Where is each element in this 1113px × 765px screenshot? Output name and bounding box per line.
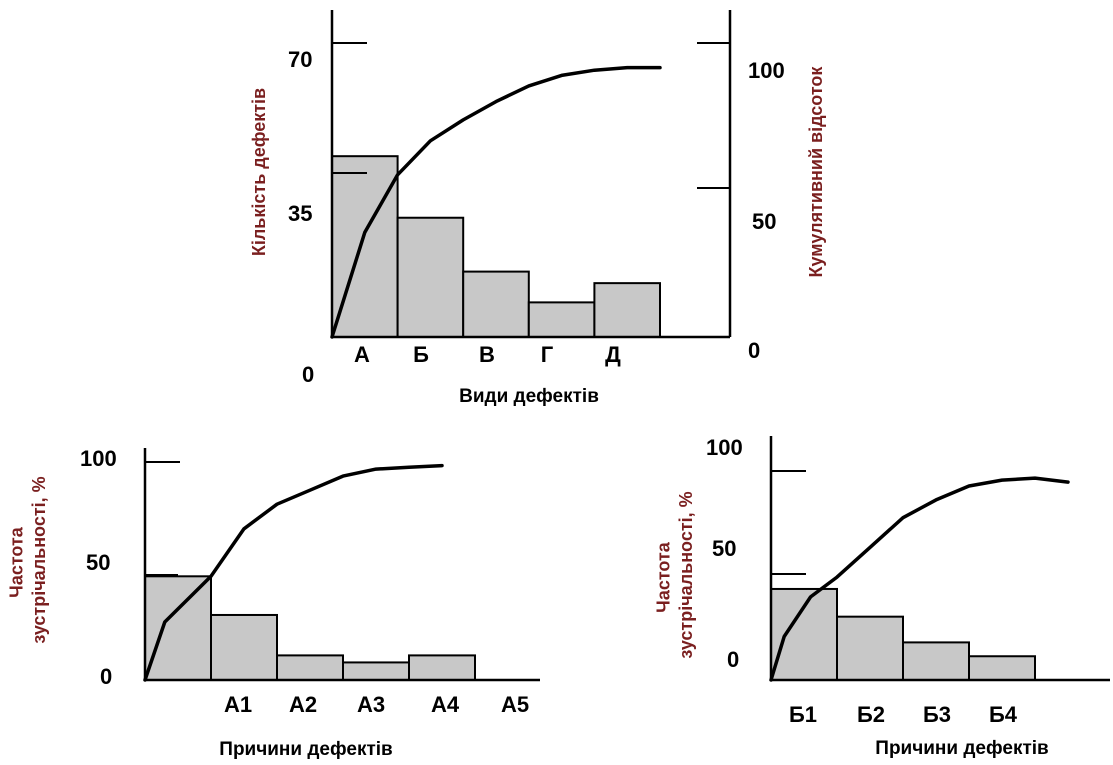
x-tick-label: А1: [224, 692, 252, 717]
bar-А4: [342, 661, 410, 682]
bar-Б2: [836, 615, 904, 682]
y-axis-label: Кількість дефектів: [249, 88, 269, 256]
bar-Г: [527, 301, 596, 338]
x-tick-label: А4: [431, 692, 460, 717]
x-tick-label: Б2: [857, 702, 885, 727]
left-tick-label: 0: [302, 362, 314, 387]
right-tick-label: 100: [748, 58, 785, 83]
left-tick-label: 100: [80, 446, 117, 471]
bar-Б4: [968, 655, 1036, 681]
chart-defect-types: 70 35 0 100 50 0 Кількість дефектів Куму…: [249, 10, 826, 407]
right-tick-label: 50: [752, 209, 776, 234]
bar-В: [462, 270, 530, 339]
x-tick-label: Б: [413, 342, 429, 367]
cumulative-line: [330, 65, 662, 339]
bars-group: [331, 155, 662, 339]
x-tick-label: В: [479, 342, 495, 367]
cumulative-line: [769, 476, 1070, 682]
x-tick-label: Б1: [789, 702, 817, 727]
left-tick-label: 70: [288, 47, 312, 72]
left-tick-label: 35: [288, 201, 312, 226]
x-tick-label: Б3: [923, 702, 951, 727]
x-axis-label: Види дефектів: [459, 386, 599, 407]
x-tick-label: А: [354, 342, 370, 367]
bar-Б3: [902, 641, 970, 681]
cumulative-line: [143, 463, 444, 682]
y-axis-label: Частота зустрічальності, %: [7, 476, 50, 643]
bar-А5: [408, 654, 476, 681]
x-tick-label: А2: [289, 692, 317, 717]
x-tick-label: А5: [501, 692, 529, 717]
bar-Д: [593, 282, 662, 338]
y-axis-label-right: Кумулятивний відсоток: [806, 66, 826, 278]
left-tick-label: 0: [727, 647, 739, 672]
bar-Б1: [770, 587, 838, 681]
bar-А1: [144, 575, 212, 682]
x-axis-label: Причини дефектів: [875, 738, 1048, 759]
left-tick-label: 0: [100, 664, 112, 689]
left-tick-label: 50: [86, 550, 110, 575]
chart-causes-b: 100 50 0 Частота зустрічальності, % Б1 Б…: [654, 435, 1110, 759]
bar-А3: [276, 654, 344, 681]
bars-group: [770, 587, 1036, 682]
left-tick-label: 100: [706, 435, 743, 460]
x-tick-label: А3: [357, 692, 385, 717]
bar-А2: [210, 613, 278, 682]
left-tick-label: 50: [712, 536, 736, 561]
bars-group: [144, 575, 476, 682]
x-tick-label: Д: [605, 342, 621, 367]
x-axis-label: Причини дефектів: [219, 739, 392, 760]
chart-causes-a: 100 50 0 Частота зустрічальності, % А1 А…: [7, 446, 540, 760]
x-tick-label: Г: [541, 342, 554, 367]
right-tick-label: 0: [748, 338, 760, 363]
y-axis-label: Частота зустрічальності, %: [654, 491, 697, 658]
x-tick-label: Б4: [989, 702, 1018, 727]
bar-Б: [396, 216, 465, 339]
